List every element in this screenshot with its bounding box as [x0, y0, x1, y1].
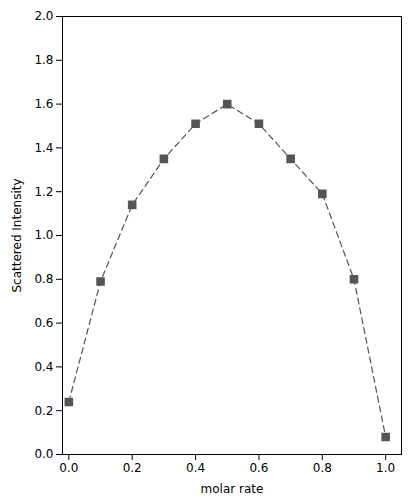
svg-text:0.4: 0.4 [186, 461, 205, 475]
svg-text:Scattered Intensity: Scattered Intensity [10, 178, 24, 292]
svg-text:1.6: 1.6 [34, 97, 53, 111]
svg-text:0.2: 0.2 [123, 461, 142, 475]
svg-text:0.8: 0.8 [34, 272, 53, 286]
svg-text:0.0: 0.0 [34, 447, 53, 461]
svg-text:0.6: 0.6 [249, 461, 268, 475]
svg-text:0.0: 0.0 [59, 461, 78, 475]
svg-text:0.8: 0.8 [313, 461, 332, 475]
svg-text:1.0: 1.0 [34, 228, 53, 242]
svg-text:2.0: 2.0 [34, 9, 53, 23]
svg-text:1.0: 1.0 [376, 461, 395, 475]
svg-text:0.6: 0.6 [34, 316, 53, 330]
svg-text:1.2: 1.2 [34, 185, 53, 199]
svg-text:1.4: 1.4 [34, 141, 53, 155]
svg-text:1.8: 1.8 [34, 53, 53, 67]
svg-text:0.2: 0.2 [34, 404, 53, 418]
svg-text:molar rate: molar rate [201, 482, 264, 496]
svg-text:0.4: 0.4 [34, 360, 53, 374]
